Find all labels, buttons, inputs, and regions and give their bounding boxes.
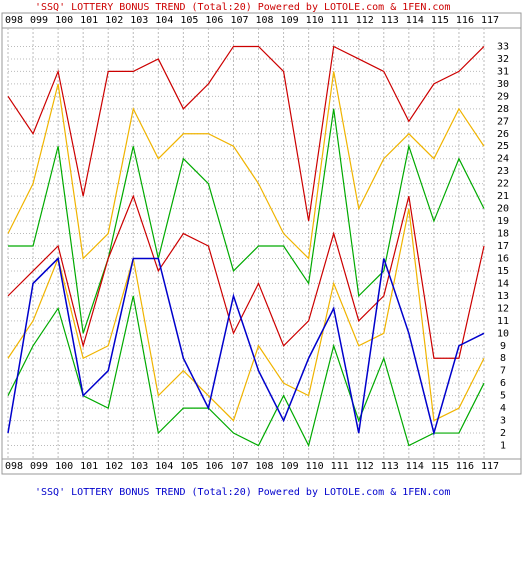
x-tick-label: 099 [30,15,48,26]
y-tick-label: 30 [497,79,509,90]
x-tick-label: 113 [381,461,399,472]
y-tick-label: 21 [497,191,509,202]
x-tick-label: 107 [230,15,248,26]
series-line [7,45,485,222]
y-tick-label: 28 [497,104,509,115]
x-tick-label: 109 [281,15,299,26]
y-tick-label: 20 [497,204,509,215]
series-line [8,108,485,334]
x-tick-label: 117 [481,461,499,472]
x-tick-label: 115 [431,461,449,472]
x-tick-label: 106 [205,461,223,472]
y-tick-label: 2 [500,428,506,439]
x-tick-label: 103 [130,461,148,472]
y-tick-label: 12 [497,303,509,314]
chart-caption: 'SSQ' LOTTERY BONUS TREND (Total:20) Pow… [35,487,450,498]
y-tick-label: 27 [497,116,509,127]
x-tick-label: 100 [55,15,73,26]
y-tick-label: 15 [497,266,509,277]
chart-title: 'SSQ' LOTTERY BONUS TREND (Total:20) Pow… [35,2,450,13]
x-tick-label: 114 [406,15,424,26]
x-tick-label: 112 [356,461,374,472]
x-tick-label: 109 [281,461,299,472]
series-line [7,256,485,436]
x-tick-label: 107 [230,461,248,472]
x-tick-label: 117 [481,15,499,26]
y-tick-label: 7 [500,366,506,377]
y-tick-label: 16 [497,253,509,264]
x-tick-label: 106 [205,15,223,26]
x-tick-label: 116 [456,461,474,472]
y-tick-label: 18 [497,229,509,240]
x-tick-label: 108 [255,461,273,472]
y-tick-label: 8 [500,353,506,364]
x-tick-label: 098 [5,461,23,472]
x-tick-label: 102 [105,461,123,472]
x-tick-label: 101 [80,461,98,472]
y-tick-label: 10 [497,328,509,339]
y-tick-label: 19 [497,216,509,227]
y-tick-label: 3 [500,416,506,427]
series-line [7,194,485,359]
y-tick-label: 1 [500,441,506,452]
x-tick-label: 108 [255,15,273,26]
y-tick-label: 33 [497,41,509,52]
y-tick-label: 26 [497,129,509,140]
y-tick-label: 13 [497,291,509,302]
x-tick-label: 104 [155,15,173,26]
frame [1,12,522,475]
y-tick-label: 4 [500,403,506,414]
x-tick-label: 111 [331,461,349,472]
x-tick-label: 103 [130,15,148,26]
y-tick-label: 22 [497,179,509,190]
x-tick-label: 110 [306,461,324,472]
series-line [7,208,485,422]
series-line [7,295,485,448]
x-tick-label: 101 [80,15,98,26]
y-tick-label: 5 [500,391,506,402]
x-tick-label: 110 [306,15,324,26]
y-tick-label: 17 [497,241,509,252]
y-tick-label: 25 [497,141,509,152]
x-tick-label: 102 [105,15,123,26]
x-tick-label: 114 [406,461,424,472]
x-tick-label: 111 [331,15,349,26]
y-tick-label: 14 [497,278,509,289]
x-tick-label: 116 [456,15,474,26]
y-tick-label: 32 [497,54,509,65]
y-tick-label: 24 [497,154,509,165]
y-tick-label: 11 [497,316,509,327]
x-tick-label: 112 [356,15,374,26]
x-tick-label: 105 [180,461,198,472]
x-tick-label: 113 [381,15,399,26]
y-tick-label: 6 [500,378,506,389]
x-tick-label: 105 [180,15,198,26]
y-tick-label: 29 [497,91,509,102]
y-tick-label: 31 [497,66,509,77]
x-tick-label: 099 [30,461,48,472]
x-tick-label: 115 [431,15,449,26]
x-tick-label: 098 [5,15,23,26]
x-tick-label: 100 [55,461,73,472]
series-line [7,71,485,260]
y-tick-label: 9 [500,341,506,352]
x-tick-label: 104 [155,461,173,472]
y-tick-label: 23 [497,166,509,177]
